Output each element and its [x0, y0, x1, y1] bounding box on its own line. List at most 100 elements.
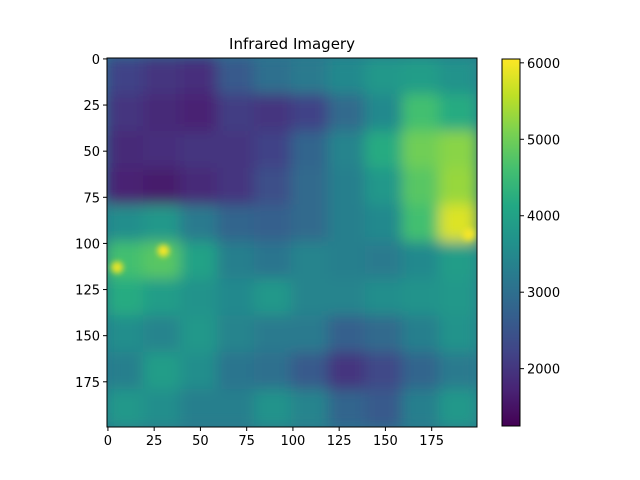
y-tick-label: 50 — [83, 145, 100, 160]
heatmap-cell — [328, 93, 367, 133]
hot-spot — [157, 244, 170, 257]
heatmap-cell — [107, 315, 145, 355]
heatmap-cell — [143, 58, 182, 96]
heatmap-cell — [365, 58, 404, 96]
hot-spot — [462, 228, 475, 241]
heatmap-cell — [365, 352, 404, 392]
heatmap-cell — [180, 241, 219, 281]
heatmap-cell — [291, 58, 330, 96]
x-tick-label: 100 — [281, 434, 306, 449]
heatmap-cell — [402, 204, 441, 244]
heatmap-cell — [107, 93, 145, 133]
heatmap-cell — [107, 389, 145, 427]
heatmap-cell — [365, 167, 404, 207]
heatmap-cell — [180, 58, 219, 96]
y-tick-label: 75 — [83, 191, 100, 206]
heatmap-cell — [217, 389, 256, 427]
heatmap-cell — [217, 58, 256, 96]
heatmap-cell — [217, 278, 256, 318]
heatmap-cell — [328, 278, 367, 318]
y-tick-label: 0 — [92, 53, 100, 68]
heatmap-cell — [254, 352, 293, 392]
heatmap-cell — [402, 241, 441, 281]
heatmap-cell — [328, 315, 367, 355]
heatmap-cell — [328, 241, 367, 281]
heatmap-cell — [217, 352, 256, 392]
y-axis: 0 25 50 75 100 125 150 175 — [75, 53, 107, 391]
heatmap-cell — [143, 389, 182, 427]
heatmap-cell — [254, 58, 293, 96]
heatmap-cell — [143, 167, 182, 207]
heatmap-cell — [365, 389, 404, 427]
heatmap-cell — [217, 167, 256, 207]
heatmap-cell — [180, 278, 219, 318]
colorbar-tick-label: 2000 — [527, 363, 560, 378]
heatmap-cell — [439, 130, 477, 170]
heatmap-cell — [402, 93, 441, 133]
heatmap-cell — [402, 278, 441, 318]
heatmap-cell — [143, 278, 182, 318]
heatmap-cell — [217, 93, 256, 133]
heatmap-cell — [402, 389, 441, 427]
x-tick-label: 150 — [373, 434, 398, 449]
chart-title: Infrared Imagery — [229, 35, 355, 53]
heatmap-cell — [439, 167, 477, 207]
heatmap-cell — [217, 241, 256, 281]
heatmap-cell — [217, 204, 256, 244]
colorbar-tick-label: 5000 — [527, 133, 560, 148]
heatmap-cell — [143, 204, 182, 244]
heatmap-cell — [291, 352, 330, 392]
heatmap-cell — [254, 241, 293, 281]
heatmap-cell — [254, 167, 293, 207]
heatmap-cell — [439, 241, 477, 281]
heatmap-cell — [291, 130, 330, 170]
heatmap-cell — [180, 389, 219, 427]
heatmap-cell — [217, 315, 256, 355]
x-tick-label: 125 — [327, 434, 352, 449]
heatmap-cell — [439, 389, 477, 427]
heatmap-cell — [291, 93, 330, 133]
heatmap-cell — [439, 58, 477, 96]
heatmap-cell — [402, 58, 441, 96]
heatmap-cell — [107, 204, 145, 244]
x-tick-label: 175 — [419, 434, 444, 449]
heatmap-cell — [254, 93, 293, 133]
y-tick-label: 125 — [75, 284, 100, 299]
y-tick-label: 150 — [75, 330, 100, 345]
heatmap-cell — [107, 278, 145, 318]
heatmap-image — [107, 58, 477, 427]
heatmap-cell — [254, 278, 293, 318]
heatmap-cell — [439, 93, 477, 133]
heatmap-cell — [365, 241, 404, 281]
heatmap-cell — [439, 278, 477, 318]
heatmap-cell — [402, 315, 441, 355]
heatmap-cell — [402, 167, 441, 207]
heatmap-cell — [143, 352, 182, 392]
heatmap-cell — [254, 130, 293, 170]
heatmap-cell — [439, 352, 477, 392]
y-tick-label: 175 — [75, 376, 100, 391]
colorbar-tick-label: 4000 — [527, 210, 560, 225]
heatmap-cell — [291, 241, 330, 281]
heatmap-cell — [291, 278, 330, 318]
heatmap-cell — [143, 93, 182, 133]
heatmap-cell — [107, 241, 145, 281]
heatmap-cell — [180, 130, 219, 170]
heatmap-cell — [328, 130, 367, 170]
heatmap-cell — [180, 315, 219, 355]
heatmap-cell — [328, 389, 367, 427]
heatmap-cell — [328, 167, 367, 207]
heatmap-cell — [402, 352, 441, 392]
x-tick-label: 75 — [238, 434, 255, 449]
heatmap-cell — [180, 352, 219, 392]
heatmap-cell — [217, 130, 256, 170]
heatmap-cell — [143, 130, 182, 170]
heatmap-cell — [291, 204, 330, 244]
heatmap-cell — [328, 352, 367, 392]
heatmap-cell — [365, 130, 404, 170]
colorbar — [501, 58, 521, 427]
plot-frame — [106, 57, 478, 428]
heatmap-cell — [180, 204, 219, 244]
heatmap-cell — [402, 130, 441, 170]
